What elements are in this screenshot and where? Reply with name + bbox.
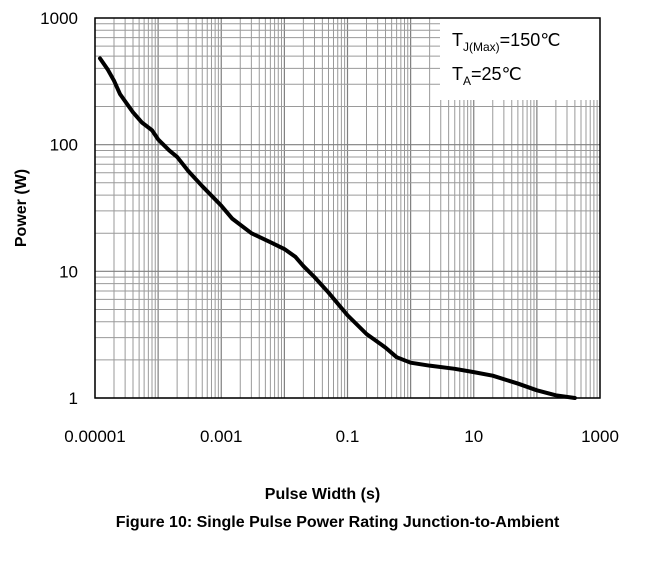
power-chart: 0.00001 0.001 0.1 10 1000 1 10 100 1000 Power (W… — [13, 9, 619, 446]
y-tick-label: 1 — [69, 389, 78, 408]
x-tick-label: 10 — [464, 427, 483, 446]
annotation-box — [440, 18, 600, 100]
annotation-ta: TA=25℃ — [452, 64, 522, 88]
x-tick-label: 0.1 — [336, 427, 360, 446]
x-tick-label: 1000 — [581, 427, 619, 446]
x-axis-label: Pulse Width (s) — [264, 486, 381, 503]
y-tick-label: 10 — [59, 262, 78, 281]
x-tick-label: 0.00001 — [64, 427, 125, 446]
plot-frame — [94, 17, 601, 399]
y-tick-label: 1000 — [40, 9, 78, 28]
figure-caption: Figure 10: Single Pulse Power Rating Jun… — [115, 514, 560, 531]
power-curve — [98, 56, 577, 400]
y-tick-label: 100 — [50, 136, 78, 155]
annotation-tj: TJ(Max)=150℃ — [452, 30, 560, 54]
y-axis-label: Power (W) — [13, 169, 30, 247]
x-tick-label: 0.001 — [200, 427, 243, 446]
